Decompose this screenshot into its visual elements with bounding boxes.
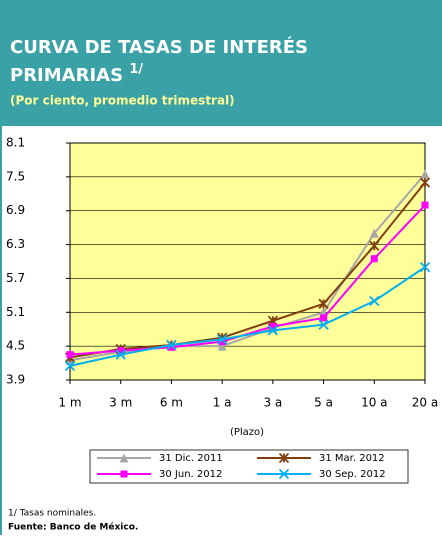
left-border: [0, 126, 2, 535]
y-tick-label: 5.1: [6, 305, 25, 319]
x-tick-label: 10 a: [361, 396, 387, 410]
header-band: [0, 0, 442, 126]
x-tick-label: 1 m: [58, 396, 81, 410]
data-point: [318, 319, 329, 330]
data-point: [369, 295, 380, 307]
data-point: [64, 360, 76, 372]
data-point: [419, 262, 431, 273]
plot-area: [69, 142, 426, 381]
y-tick-label: 6.3: [6, 237, 25, 251]
legend-marker: [120, 470, 128, 478]
legend-marker: [278, 452, 290, 464]
data-point: [267, 325, 278, 336]
data-point: [320, 314, 328, 322]
legend-label: 30 Sep. 2012: [319, 469, 386, 480]
y-tick-label: 3.9: [6, 373, 25, 387]
data-point: [217, 334, 228, 345]
legend-label: 31 Mar. 2012: [319, 453, 385, 464]
series-line: [69, 181, 426, 359]
data-point: [117, 347, 125, 355]
legend-label: 30 Jun. 2012: [159, 469, 222, 480]
y-tick-label: 6.9: [6, 203, 25, 217]
footnote: 1/ Tasas nominales.: [8, 509, 96, 519]
x-tick-label: 5 a: [314, 396, 333, 410]
x-tick-label: 3 a: [263, 396, 282, 410]
title-superscript: 1/: [129, 62, 143, 77]
x-axis-label: (Plazo): [230, 427, 264, 438]
series-line: [69, 266, 426, 367]
y-tick-label: 4.5: [6, 339, 25, 353]
data-point: [218, 338, 226, 346]
x-tick-label: 20 a: [412, 396, 438, 410]
data-point: [66, 351, 74, 359]
x-tick-label: 3 m: [109, 396, 132, 410]
data-point: [369, 228, 379, 238]
y-tick-label: 5.7: [6, 271, 25, 285]
data-point: [167, 343, 175, 351]
legend: [89, 449, 409, 484]
legend-label: 31 Dic. 2011: [159, 453, 223, 464]
chart-title: CURVA DE TASAS DE INTERÉS: [10, 36, 308, 58]
y-tick-label: 7.5: [6, 169, 25, 183]
legend-marker: [278, 468, 290, 480]
footnote: Fuente: Banco de México.: [8, 522, 138, 533]
data-point: [166, 339, 177, 351]
data-point: [419, 177, 431, 188]
title-line: PRIMARIAS: [10, 65, 123, 86]
data-point: [318, 298, 329, 309]
chart-title: PRIMARIAS 1/: [10, 62, 143, 87]
chart-subtitle: (Por ciento, promedio trimestral): [10, 94, 235, 108]
data-point: [217, 341, 227, 351]
data-point: [269, 322, 277, 330]
data-point: [369, 240, 380, 251]
data-point: [115, 349, 126, 360]
legend-marker: [119, 453, 129, 463]
data-point: [421, 201, 429, 209]
y-tick-label: 8.1: [6, 136, 25, 150]
data-point: [420, 169, 430, 179]
x-tick-label: 1 a: [213, 396, 232, 410]
x-tick-label: 6 m: [160, 396, 183, 410]
data-point: [370, 255, 378, 263]
